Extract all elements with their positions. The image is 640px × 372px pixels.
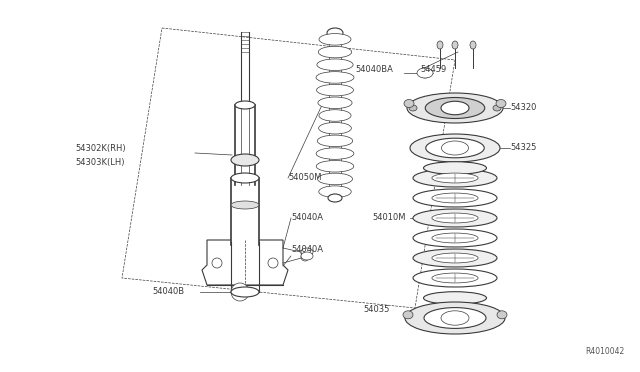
Ellipse shape xyxy=(407,93,503,123)
Text: 54040BA: 54040BA xyxy=(355,65,393,74)
Ellipse shape xyxy=(413,269,497,287)
Ellipse shape xyxy=(413,209,497,227)
Ellipse shape xyxy=(441,101,469,115)
Ellipse shape xyxy=(420,68,430,78)
Ellipse shape xyxy=(425,97,484,119)
Ellipse shape xyxy=(231,154,259,166)
Ellipse shape xyxy=(327,28,343,38)
Text: 54040A: 54040A xyxy=(291,246,323,254)
Ellipse shape xyxy=(404,99,414,108)
Ellipse shape xyxy=(497,311,507,319)
Ellipse shape xyxy=(316,160,354,172)
Ellipse shape xyxy=(403,311,413,319)
Text: 54040A: 54040A xyxy=(291,214,323,222)
Ellipse shape xyxy=(413,249,497,267)
Ellipse shape xyxy=(432,253,478,263)
Ellipse shape xyxy=(317,84,353,96)
Ellipse shape xyxy=(432,233,478,243)
Text: 54010M: 54010M xyxy=(372,214,406,222)
Text: 54040B: 54040B xyxy=(152,288,184,296)
Ellipse shape xyxy=(212,258,222,268)
Ellipse shape xyxy=(319,33,351,45)
Text: 54302K(RH): 54302K(RH) xyxy=(75,144,125,153)
Ellipse shape xyxy=(317,59,353,71)
Ellipse shape xyxy=(432,273,478,283)
Ellipse shape xyxy=(437,41,443,49)
Text: 54459: 54459 xyxy=(420,65,446,74)
Ellipse shape xyxy=(413,229,497,247)
Ellipse shape xyxy=(317,135,353,147)
Ellipse shape xyxy=(301,253,309,261)
Text: 54320: 54320 xyxy=(510,103,536,112)
Ellipse shape xyxy=(319,186,351,198)
Ellipse shape xyxy=(417,68,433,78)
Ellipse shape xyxy=(424,308,486,328)
Text: R4010042: R4010042 xyxy=(586,347,625,356)
Ellipse shape xyxy=(234,286,246,298)
Ellipse shape xyxy=(301,248,313,256)
Ellipse shape xyxy=(426,138,484,158)
Ellipse shape xyxy=(316,148,354,159)
Text: 54325: 54325 xyxy=(510,144,536,153)
Text: 54303K(LH): 54303K(LH) xyxy=(75,157,125,167)
Ellipse shape xyxy=(301,249,309,257)
Ellipse shape xyxy=(432,173,478,183)
Ellipse shape xyxy=(410,134,500,162)
Ellipse shape xyxy=(318,46,352,58)
Ellipse shape xyxy=(405,302,505,334)
Ellipse shape xyxy=(316,72,354,83)
Ellipse shape xyxy=(231,173,259,183)
Ellipse shape xyxy=(470,41,476,49)
Ellipse shape xyxy=(319,110,351,121)
Ellipse shape xyxy=(301,252,313,260)
Ellipse shape xyxy=(441,311,469,325)
Ellipse shape xyxy=(231,283,249,301)
Ellipse shape xyxy=(432,213,478,223)
Ellipse shape xyxy=(424,292,486,304)
Ellipse shape xyxy=(452,41,458,49)
Ellipse shape xyxy=(235,101,255,109)
Ellipse shape xyxy=(231,201,259,209)
Ellipse shape xyxy=(432,193,478,203)
Ellipse shape xyxy=(493,105,501,111)
Ellipse shape xyxy=(413,189,497,207)
Ellipse shape xyxy=(413,169,497,187)
Text: 54035: 54035 xyxy=(363,305,389,314)
Ellipse shape xyxy=(409,105,417,111)
Ellipse shape xyxy=(231,287,259,297)
Ellipse shape xyxy=(317,173,353,185)
Ellipse shape xyxy=(424,162,486,174)
Ellipse shape xyxy=(442,141,468,155)
Ellipse shape xyxy=(268,258,278,268)
Ellipse shape xyxy=(318,97,352,109)
Ellipse shape xyxy=(496,99,506,108)
Ellipse shape xyxy=(328,194,342,202)
Ellipse shape xyxy=(319,122,351,134)
Text: 54050M: 54050M xyxy=(288,173,321,183)
